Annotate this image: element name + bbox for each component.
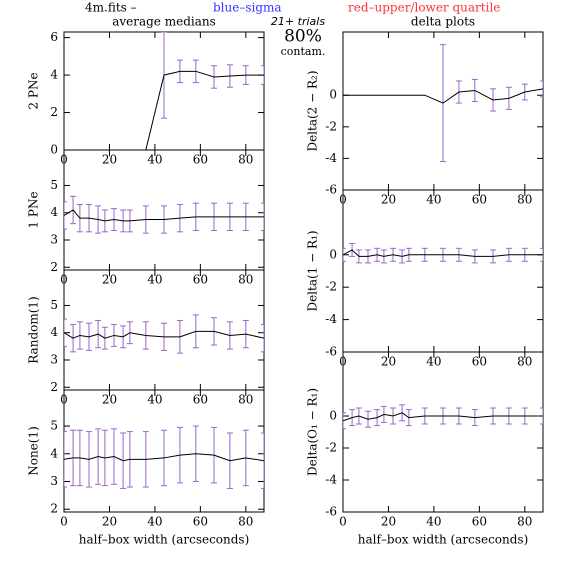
y-tick-label: 2 [50,260,58,274]
y-tick-label: 4 [50,68,58,82]
trials-label: 21+ trials [271,15,325,28]
panel-title: average medians [112,15,216,29]
x-tick-label: 60 [193,273,208,287]
y-tick-label: -2 [325,119,337,133]
x-tick-label: 40 [147,273,162,287]
x-tick-label: 80 [238,273,253,287]
y-axis-label: Random(1) [27,296,41,363]
y-tick-label: 4 [50,205,58,219]
y-tick-label: -2 [325,280,337,294]
x-tick-label: 60 [472,193,487,207]
y-tick-label: 3 [50,233,58,247]
y-tick-label: 2 [50,380,58,394]
median-line [343,249,543,257]
x-tick-label: 0 [339,515,347,529]
x-tick-label: 20 [102,273,117,287]
x-tick-label: 80 [517,515,532,529]
error-bar [540,80,543,98]
median-line [343,88,543,104]
median-line [64,453,264,462]
y-tick-label: 2 [50,105,58,119]
contam-percent: 80% [284,27,322,47]
y-tick-label: -4 [325,312,337,326]
y-tick-label: -4 [325,473,337,487]
y-tick-label: 5 [50,298,58,312]
error-bar [540,407,543,425]
y-axis-label: Delta(O₁ − R₁) [306,388,320,476]
x-axis-label: half–box width (arcseconds) [358,533,529,547]
x-tick-label: 20 [381,193,396,207]
x-tick-label: 80 [238,515,253,529]
x-tick-label: 80 [238,393,253,407]
x-tick-label: 20 [381,355,396,369]
y-axis-label: 1 PNe [27,191,41,228]
panel-frame [342,351,544,513]
x-tick-label: 40 [426,355,441,369]
y-tick-label: -6 [325,183,337,197]
y-axis-label: Delta(1 − R₁) [306,230,320,311]
y-tick-label: 4 [50,325,58,339]
x-tick-label: 80 [238,153,253,167]
file-label: 4m.fits – [85,1,137,15]
error-bar [261,65,264,85]
median-line [343,412,543,422]
x-tick-label: 60 [193,393,208,407]
y-tick-label: -4 [325,151,337,165]
y-tick-label: 3 [50,474,58,488]
y-tick-label: 2 [50,502,58,516]
y-axis-label: 2 PNe [27,72,41,109]
error-bar [64,318,67,347]
y-axis-label: Delta(2 − R₂) [306,70,320,151]
x-tick-label: 20 [102,393,117,407]
error-bar [261,202,264,231]
x-tick-label: 20 [102,153,117,167]
error-bar [343,247,346,262]
median-line [64,330,264,339]
x-tick-label: 60 [472,355,487,369]
y-tick-label: 4 [50,446,58,460]
x-tick-label: 40 [426,193,441,207]
y-tick-label: 0 [329,247,337,261]
error-bar [540,247,543,262]
y-tick-label: 0 [329,88,337,102]
x-tick-label: 40 [426,515,441,529]
x-tick-label: 40 [147,153,162,167]
x-tick-label: 60 [193,515,208,529]
error-bar [343,412,346,430]
x-tick-label: 0 [60,515,68,529]
contam-label: contam. [281,45,326,58]
x-tick-label: 40 [147,515,162,529]
y-tick-label: 0 [50,143,58,157]
x-tick-label: 80 [517,355,532,369]
sigma-legend: blue–sigma [213,1,282,15]
error-bar [64,431,67,488]
y-tick-label: 0 [329,409,337,423]
x-tick-label: 40 [147,393,162,407]
x-tick-label: 60 [193,153,208,167]
y-tick-label: -6 [325,505,337,519]
quartile-legend: red–upper/lower quartile [348,1,500,15]
y-tick-label: 3 [50,353,58,367]
x-tick-label: 20 [381,515,396,529]
x-tick-label: 20 [102,515,117,529]
panel-title: delta plots [411,15,475,29]
median-line [64,209,264,222]
y-tick-label: 5 [50,178,58,192]
y-tick-label: -6 [325,345,337,359]
y-tick-label: 6 [50,30,58,44]
y-tick-label: -2 [325,441,337,455]
x-tick-label: 60 [472,515,487,529]
x-tick-label: 80 [517,193,532,207]
median-line [64,70,264,150]
error-bar [261,324,264,353]
y-axis-label: None(1) [27,426,41,476]
y-tick-label: 5 [50,419,58,433]
error-bar [64,201,67,230]
x-axis-label: half–box width (arcseconds) [79,533,250,547]
error-bar [261,432,264,489]
